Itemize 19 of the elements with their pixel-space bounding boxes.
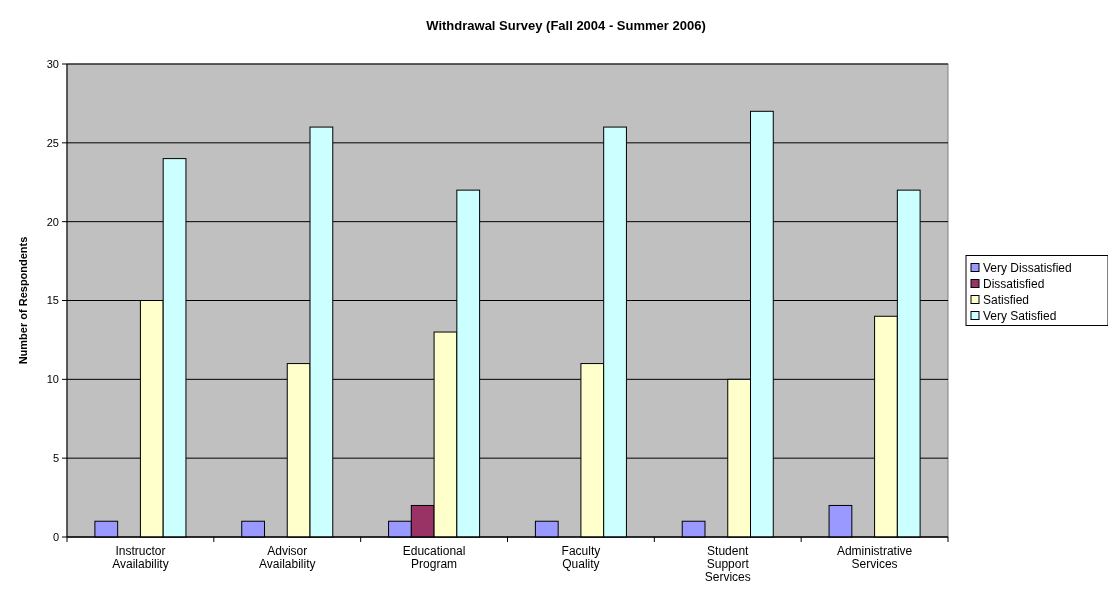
y-tick-label: 15 [46,294,59,307]
x-tick-label: Advisor Availability [259,544,316,571]
y-tick-label: 0 [52,530,59,543]
y-tick-label: 30 [46,57,59,70]
legend-label: Dissatisfied [983,276,1045,291]
legend-label: Satisfied [983,292,1030,307]
x-tick-label: Faculty Quality [561,544,601,571]
legend-label: Very Dissatisfied [983,260,1072,275]
y-tick-label: 25 [46,136,59,149]
x-tick-label: Administrative Services [836,544,913,571]
y-tick-label: 5 [52,452,59,465]
y-tick-label: 10 [46,373,59,386]
y-tick-label: 20 [46,215,59,228]
x-tick-label: Educational Program [402,544,466,571]
x-tick-label: Student Support Services [704,544,751,584]
x-tick-label: Instructor Availability [112,544,169,571]
chart-title: Withdrawal Survey (Fall 2004 - Summer 2006) [426,18,706,33]
y-axis-title: Number of Respondents [17,236,29,365]
legend-label: Very Satisfied [983,308,1057,323]
